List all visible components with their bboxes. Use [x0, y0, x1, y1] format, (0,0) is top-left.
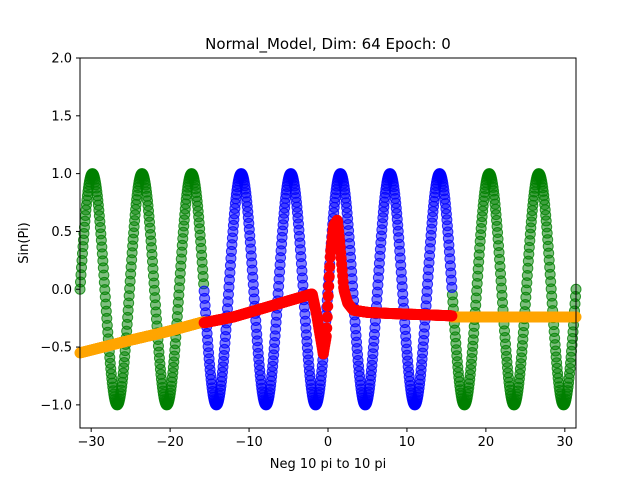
red-pred-point — [322, 290, 334, 302]
plot-marks — [74, 168, 582, 411]
red-pred-point — [324, 261, 336, 273]
x-tick-label: 10 — [399, 435, 416, 450]
y-tick-label: 2.0 — [51, 52, 72, 67]
red-pred-point — [323, 280, 335, 292]
y-tick-label: −0.5 — [40, 341, 72, 356]
red-pred-point — [321, 311, 333, 323]
x-axis: −30 −20 −10 0 10 20 30 — [77, 428, 573, 450]
red-pred-point — [322, 300, 334, 312]
y-axis: −1.0 −0.5 0.0 0.5 1.0 1.5 2.0 — [40, 52, 80, 413]
red-pred-point — [321, 322, 333, 334]
y-tick-label: 1.5 — [51, 109, 72, 124]
x-tick-label: −20 — [156, 435, 183, 450]
y-tick-label: 0.0 — [51, 283, 72, 298]
y-tick-label: 0.5 — [51, 225, 72, 240]
red-pred-point — [323, 271, 335, 283]
x-tick-label: 20 — [478, 435, 495, 450]
x-tick-label: −30 — [77, 435, 104, 450]
chart-title: Normal_Model, Dim: 64 Epoch: 0 — [205, 35, 451, 54]
x-tick-label: 30 — [557, 435, 574, 450]
y-axis-label: Sin(Pi) — [17, 222, 32, 263]
blue-sin-point — [446, 281, 458, 293]
y-tick-label: −1.0 — [40, 398, 72, 413]
y-tick-label: 1.0 — [51, 167, 72, 182]
x-tick-label: −10 — [235, 435, 262, 450]
red-pred-point — [446, 310, 458, 322]
x-tick-label: 0 — [324, 435, 332, 450]
x-axis-label: Neg 10 pi to 10 pi — [270, 457, 387, 472]
